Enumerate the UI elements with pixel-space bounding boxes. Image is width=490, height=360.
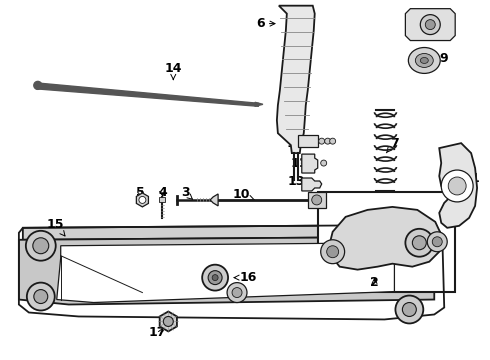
Text: 15: 15 <box>47 218 65 236</box>
Circle shape <box>402 302 416 316</box>
Text: 7: 7 <box>387 137 399 153</box>
Bar <box>308 192 326 208</box>
Ellipse shape <box>420 58 428 63</box>
Polygon shape <box>302 178 322 191</box>
Circle shape <box>227 283 247 302</box>
Text: 10: 10 <box>232 188 254 202</box>
Circle shape <box>26 231 56 261</box>
Text: 3: 3 <box>181 186 193 199</box>
Circle shape <box>441 170 473 202</box>
Polygon shape <box>405 9 455 41</box>
Bar <box>298 135 318 147</box>
Circle shape <box>427 232 447 252</box>
Text: 8: 8 <box>428 14 447 27</box>
Circle shape <box>325 138 331 144</box>
Circle shape <box>139 197 146 203</box>
Circle shape <box>212 275 218 280</box>
Circle shape <box>232 288 242 298</box>
Circle shape <box>432 237 442 247</box>
Circle shape <box>34 81 42 89</box>
Circle shape <box>321 160 327 166</box>
Polygon shape <box>23 225 434 240</box>
Circle shape <box>33 238 49 254</box>
Circle shape <box>327 246 339 258</box>
Polygon shape <box>136 193 148 207</box>
Circle shape <box>34 289 48 303</box>
Polygon shape <box>302 154 318 173</box>
Ellipse shape <box>408 48 440 73</box>
Circle shape <box>330 138 336 144</box>
Text: 12: 12 <box>287 137 309 150</box>
Text: 11: 11 <box>291 157 309 170</box>
Circle shape <box>208 271 222 285</box>
Circle shape <box>163 316 173 327</box>
Polygon shape <box>19 237 434 305</box>
Circle shape <box>405 229 433 257</box>
Polygon shape <box>57 243 394 302</box>
Ellipse shape <box>416 54 433 67</box>
Circle shape <box>318 138 325 144</box>
Text: 17: 17 <box>148 326 166 339</box>
Circle shape <box>321 240 344 264</box>
Polygon shape <box>160 311 177 332</box>
Circle shape <box>420 15 440 35</box>
Text: 1: 1 <box>464 171 480 192</box>
Text: 14: 14 <box>165 62 182 80</box>
Polygon shape <box>439 143 477 228</box>
Polygon shape <box>255 102 263 106</box>
Polygon shape <box>328 207 442 270</box>
Text: 16: 16 <box>234 271 257 284</box>
Polygon shape <box>210 194 218 206</box>
Polygon shape <box>277 6 315 153</box>
Text: 5: 5 <box>136 186 145 199</box>
Text: 6: 6 <box>257 17 275 30</box>
Circle shape <box>312 195 322 205</box>
Text: 9: 9 <box>428 52 447 65</box>
Circle shape <box>27 283 55 310</box>
Text: 2: 2 <box>370 276 379 289</box>
Circle shape <box>448 177 466 195</box>
Text: 4: 4 <box>158 186 167 199</box>
Circle shape <box>425 20 435 30</box>
Bar <box>159 197 165 202</box>
Bar <box>318 192 455 292</box>
Circle shape <box>413 236 426 250</box>
Circle shape <box>202 265 228 291</box>
Text: 13: 13 <box>287 175 309 189</box>
Circle shape <box>395 296 423 323</box>
